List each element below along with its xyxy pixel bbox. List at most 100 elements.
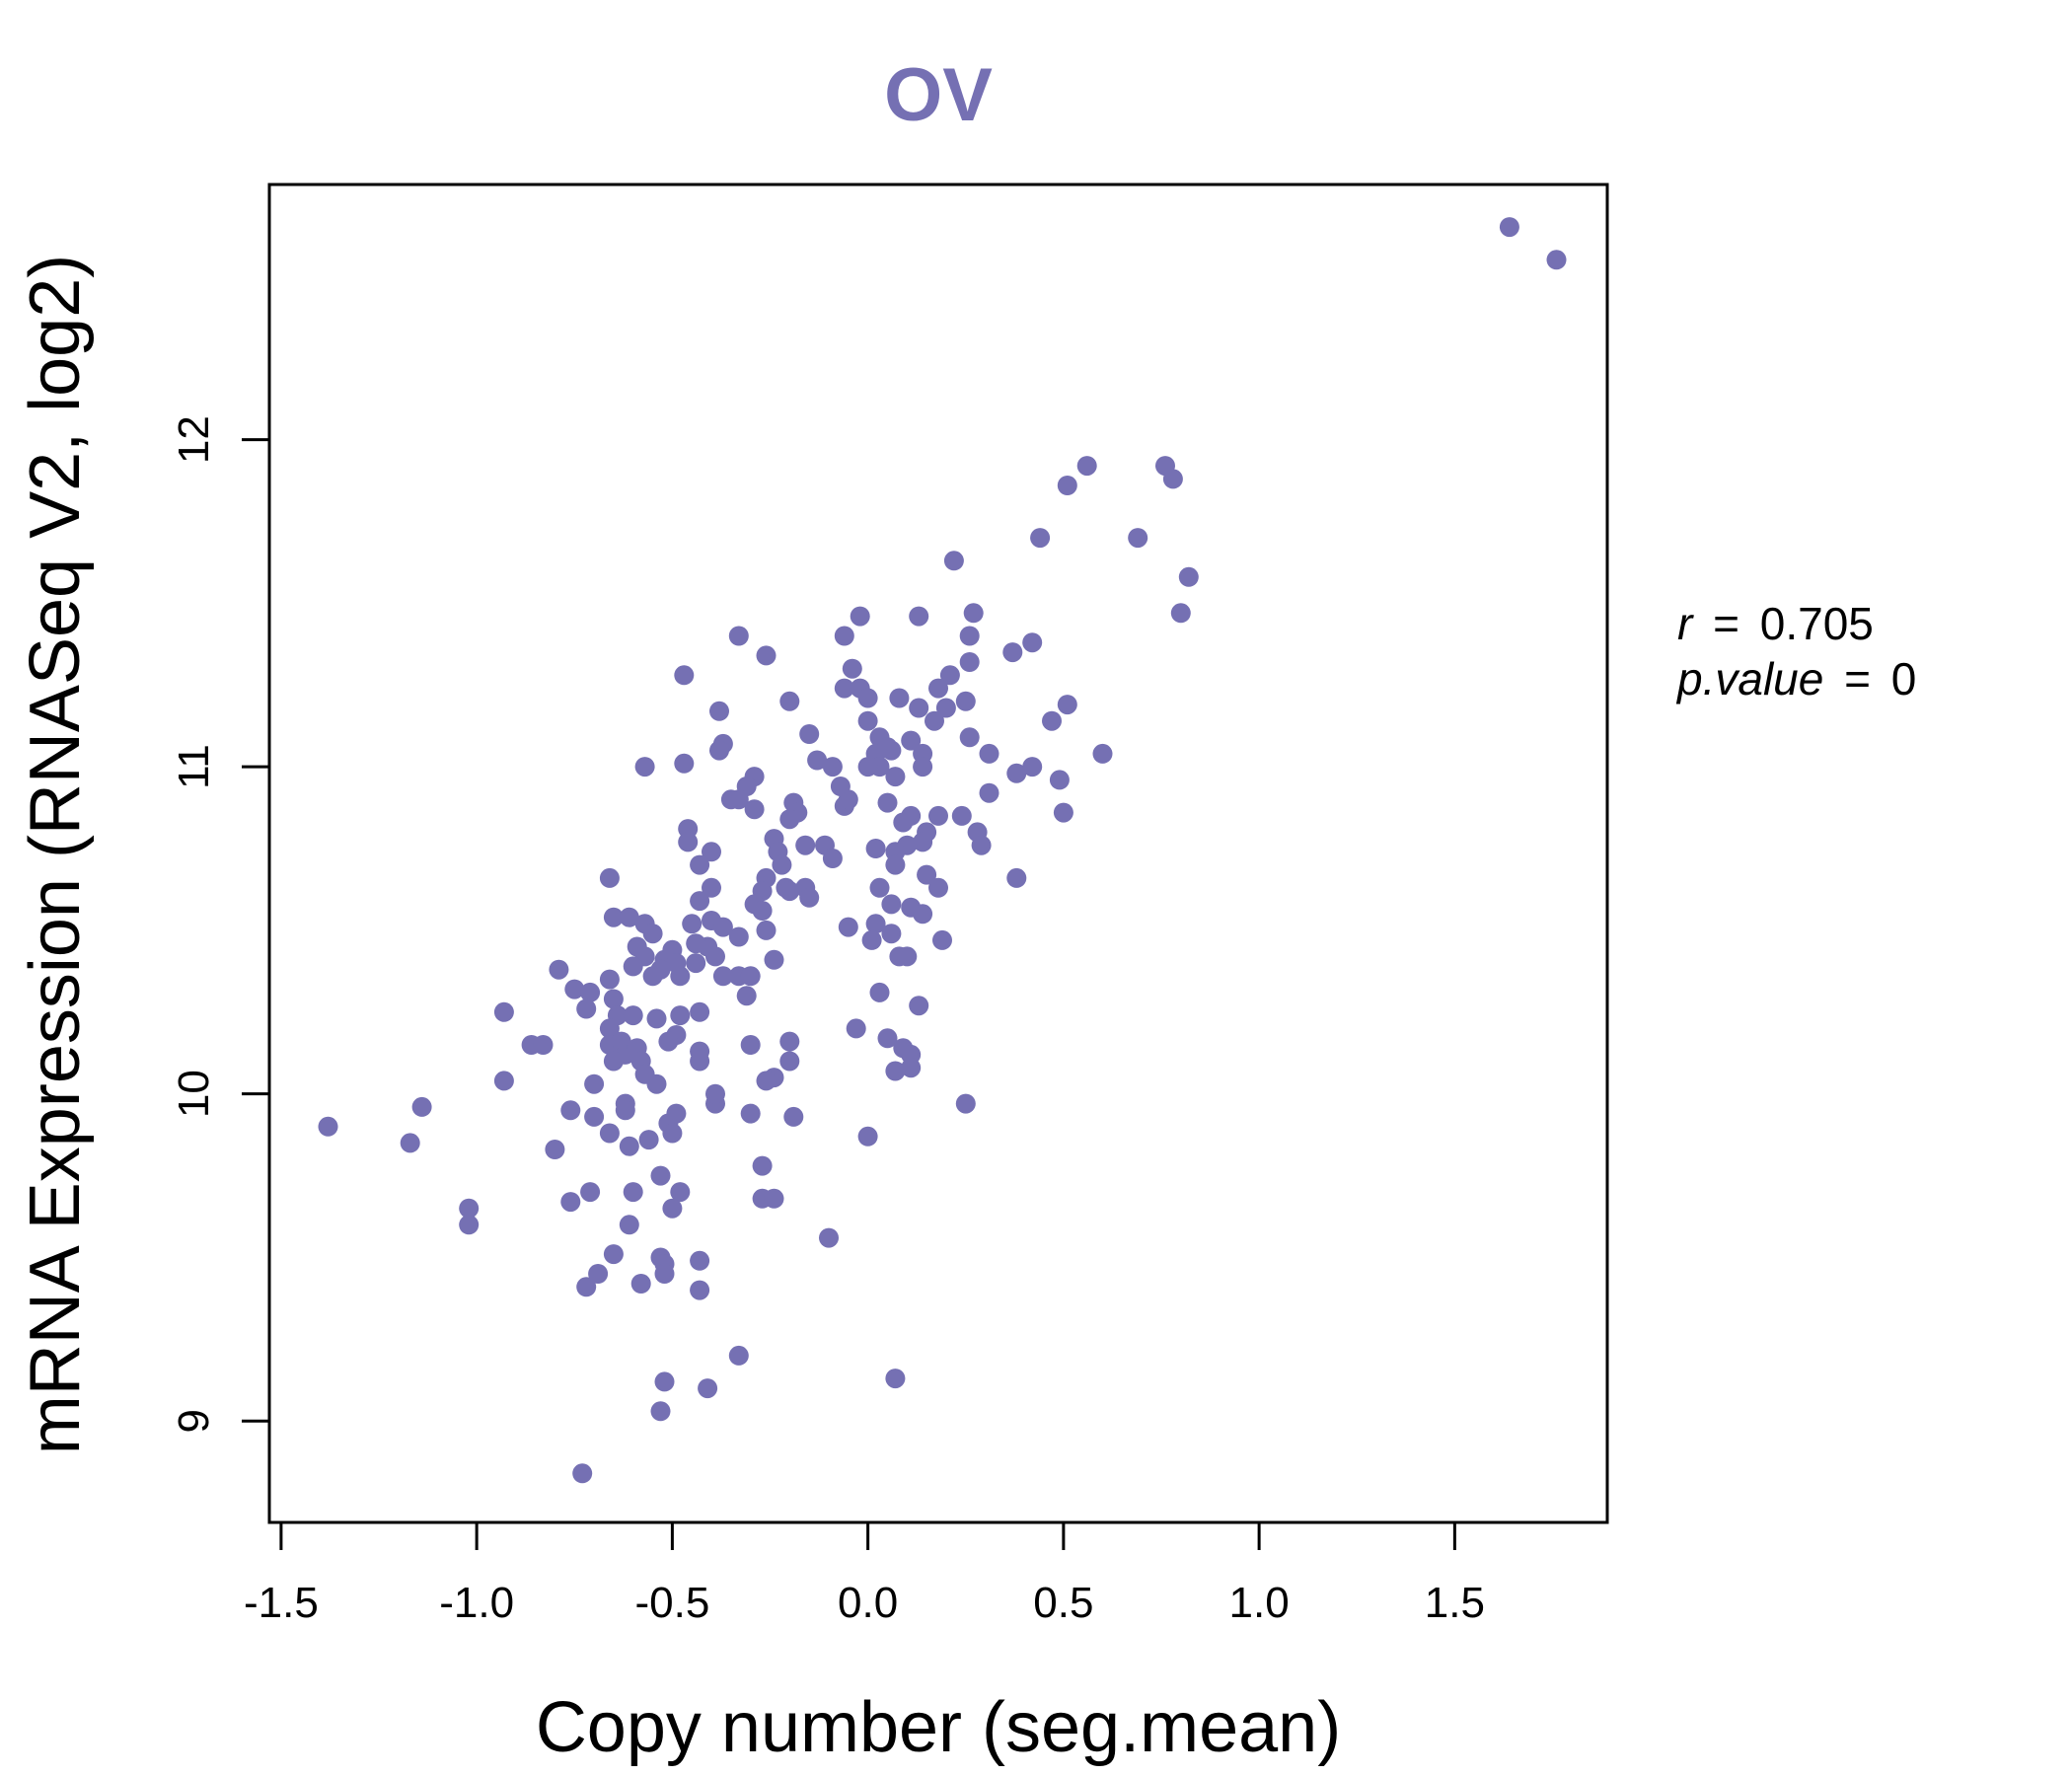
data-point: [779, 881, 800, 902]
data-point: [909, 606, 929, 627]
data-point: [686, 933, 706, 954]
data-point: [917, 864, 937, 885]
data-point: [779, 691, 800, 711]
data-point: [603, 907, 624, 927]
data-point: [654, 1264, 675, 1284]
data-point: [756, 645, 777, 666]
data-point: [1162, 469, 1183, 489]
data-point: [619, 1215, 639, 1235]
data-point: [1092, 743, 1113, 764]
data-point: [580, 982, 601, 1002]
data-point: [744, 799, 765, 820]
data-point: [913, 757, 933, 777]
data-point: [698, 1378, 718, 1399]
x-tick-label: -1.0: [439, 1579, 514, 1627]
data-point: [857, 688, 878, 708]
data-point: [623, 1182, 643, 1203]
data-point: [846, 1018, 866, 1039]
data-point: [619, 907, 639, 927]
chart-title: OV: [884, 53, 993, 137]
data-point: [1030, 528, 1051, 549]
p-value-label: p.value: [1675, 653, 1823, 704]
data-point: [690, 1280, 710, 1300]
data-point: [1006, 763, 1027, 783]
data-point: [690, 1001, 710, 1022]
data-point: [779, 1051, 800, 1072]
data-point: [690, 1250, 710, 1271]
data-point: [838, 789, 858, 810]
data-point: [549, 959, 569, 980]
data-point: [705, 946, 725, 967]
y-tick-label: 10: [170, 1070, 218, 1118]
data-point: [1057, 476, 1077, 495]
data-point: [662, 1198, 683, 1219]
data-point: [584, 1073, 605, 1094]
data-point: [1006, 867, 1027, 888]
y-axis-label: mRNA Expression (RNASeq V2, log2): [16, 255, 95, 1454]
data-point: [576, 999, 597, 1019]
data-point: [955, 1093, 976, 1114]
data-point: [560, 1192, 581, 1213]
data-point: [1076, 456, 1097, 477]
data-point: [1128, 528, 1148, 549]
data-point: [1049, 770, 1070, 790]
data-point: [623, 956, 643, 977]
data-point: [865, 914, 886, 934]
data-point: [638, 1130, 659, 1150]
data-point: [959, 652, 980, 672]
data-point: [865, 839, 886, 858]
data-point: [603, 1244, 624, 1265]
data-point: [925, 710, 944, 731]
data-point: [951, 805, 972, 826]
r-stat-label: r: [1677, 598, 1694, 649]
data-point: [913, 904, 933, 925]
y-tick-label: 9: [170, 1409, 218, 1433]
data-point: [752, 1155, 773, 1176]
data-point: [885, 767, 906, 787]
data-point: [712, 966, 733, 987]
data-point: [670, 966, 691, 987]
data-point: [619, 1136, 639, 1156]
data-point: [1170, 603, 1191, 624]
data-point: [799, 887, 820, 908]
r-stat: r = 0.705: [1677, 598, 1874, 649]
data-point: [1042, 710, 1062, 731]
data-point: [658, 1031, 679, 1052]
data-point: [686, 953, 706, 974]
data-point: [963, 603, 984, 624]
data-point: [850, 606, 870, 627]
points-layer: [318, 217, 1567, 1484]
data-point: [533, 1035, 554, 1055]
data-point: [857, 710, 878, 731]
data-point: [1499, 217, 1519, 238]
data-point: [603, 989, 624, 1009]
x-tick-label: 0.0: [838, 1579, 898, 1627]
r-stat-eq: =: [1713, 598, 1739, 649]
data-point: [709, 701, 729, 721]
data-point: [728, 789, 749, 810]
data-point: [400, 1133, 420, 1153]
data-point: [560, 1100, 581, 1121]
data-point: [779, 809, 800, 830]
data-point: [881, 894, 902, 915]
data-point: [682, 914, 703, 934]
data-point: [822, 849, 843, 868]
x-tick-label: -0.5: [634, 1579, 709, 1627]
data-point: [740, 966, 761, 987]
data-point: [752, 901, 773, 921]
data-point: [599, 1123, 620, 1144]
data-point: [674, 753, 695, 774]
data-point: [584, 1106, 605, 1127]
data-point: [779, 1031, 800, 1052]
data-point: [1002, 642, 1023, 663]
data-point: [603, 1051, 624, 1072]
data-point: [615, 1100, 635, 1121]
data-point: [709, 740, 729, 761]
p-value-stat: p.value = 0: [1675, 653, 1916, 704]
data-point: [877, 737, 898, 758]
data-point: [909, 698, 929, 718]
data-point: [834, 678, 854, 699]
x-tick-label: -1.5: [244, 1579, 319, 1627]
data-point: [650, 1165, 671, 1186]
data-point: [705, 1083, 725, 1104]
